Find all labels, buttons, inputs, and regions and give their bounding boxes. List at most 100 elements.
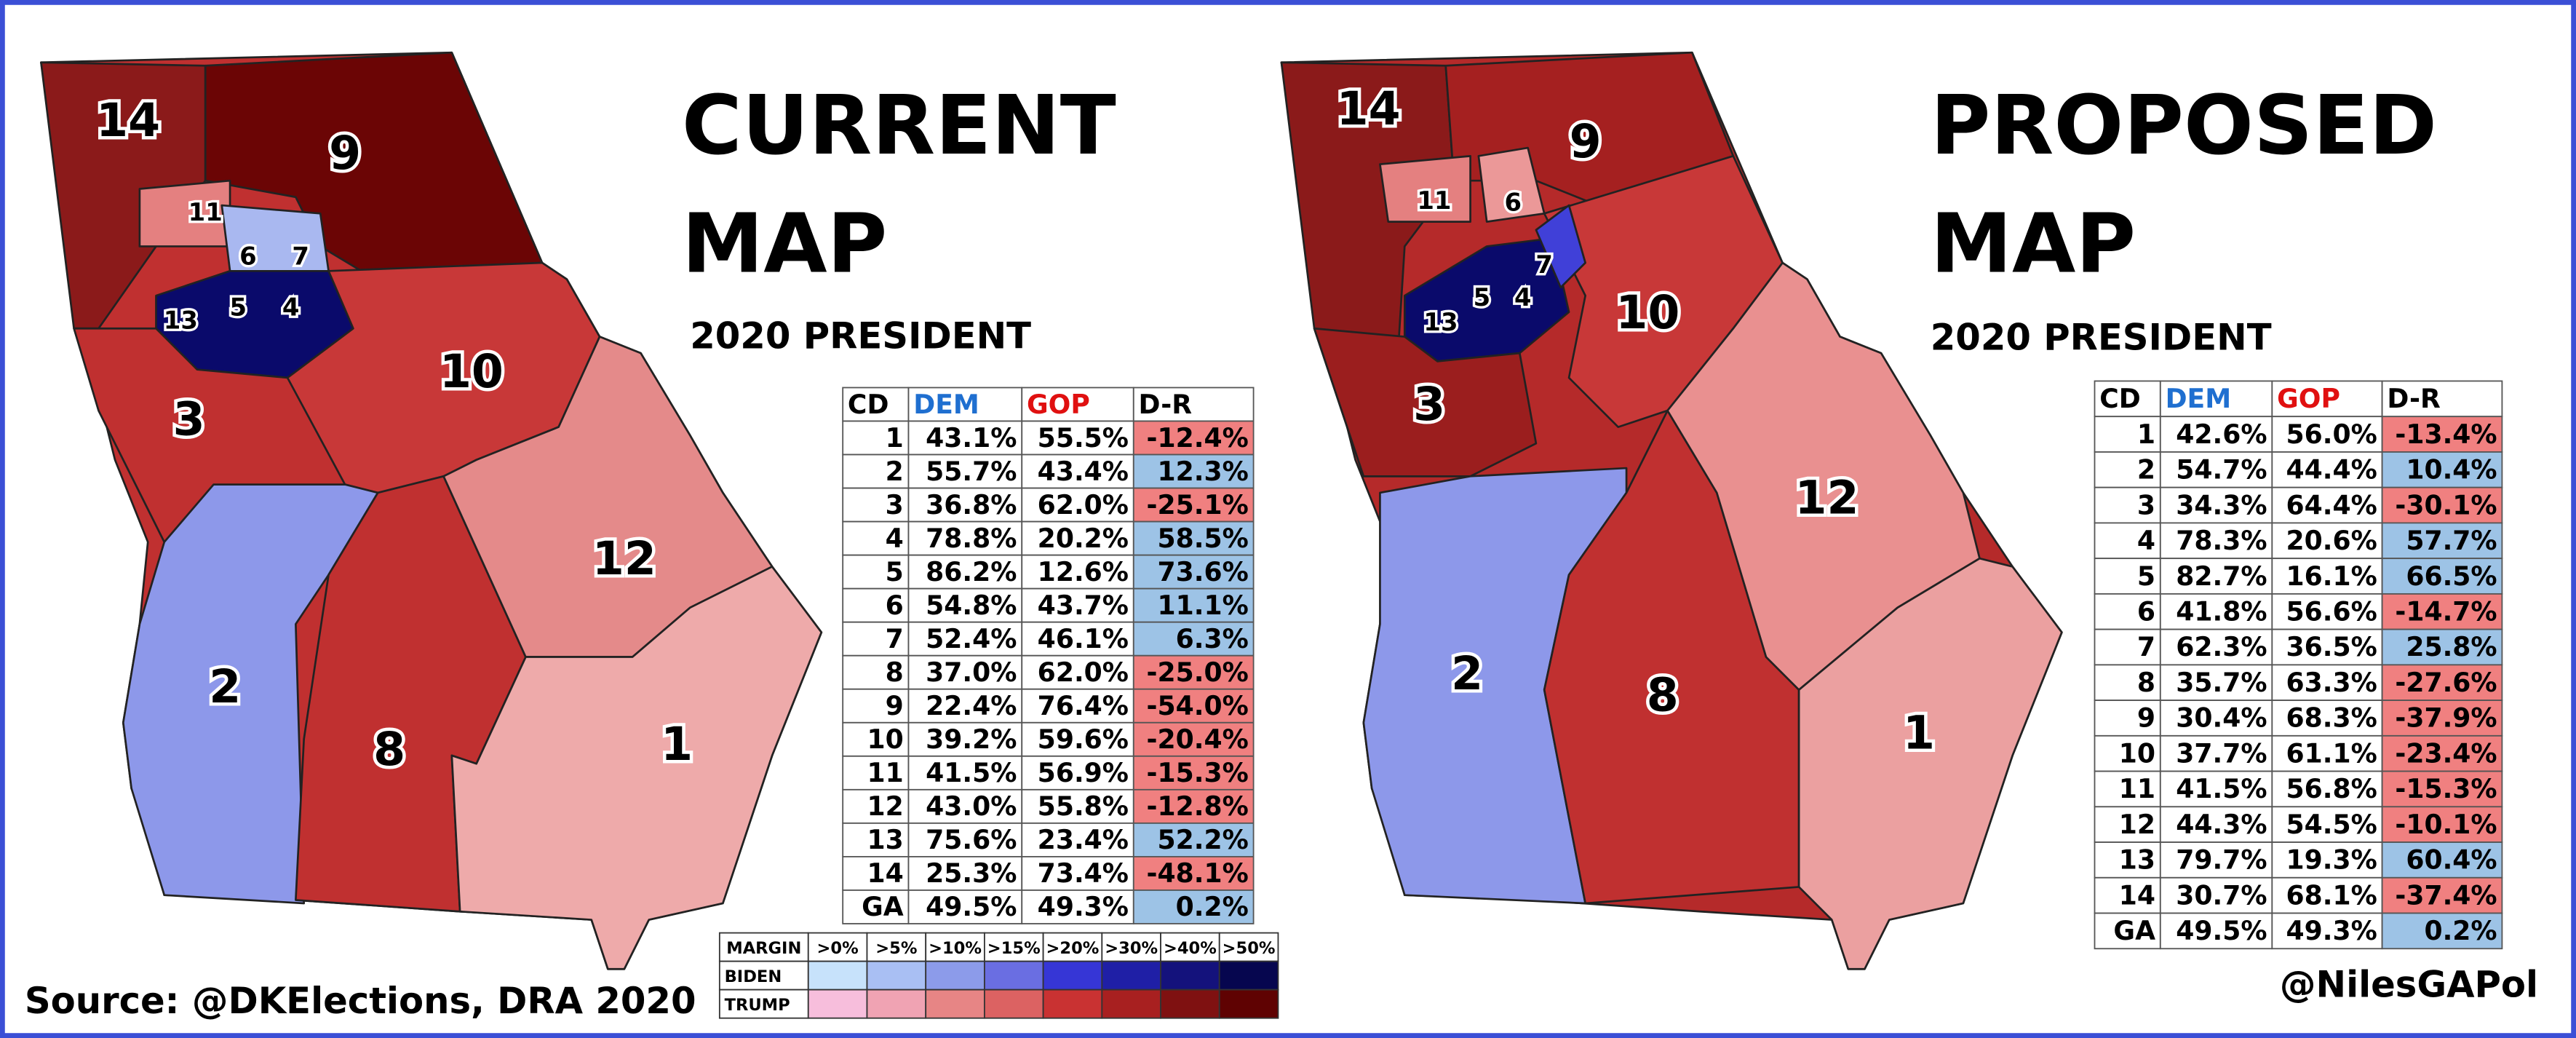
table-value: 49.5% [2176,915,2267,946]
table-value: GA [2113,915,2155,946]
table-cell [2159,380,2273,418]
legend-swatch [866,960,927,991]
table-value: 63.3% [2286,667,2377,698]
legend-header: >15% [987,939,1041,958]
legend-swatch [983,960,1044,991]
map-title: CURRENT [682,77,1116,173]
table-value: 54.7% [2176,454,2267,486]
table-value: 78.3% [2176,525,2267,556]
table-value: 82.7% [2176,560,2267,592]
table-cell [842,487,910,523]
legend-header: >20% [1046,939,1100,958]
legend-swatch [1042,960,1103,991]
table-cell [1132,654,1255,690]
table-value: 16.1% [2286,560,2377,592]
table-value: 55.7% [926,456,1017,487]
table-value: -12.8% [1147,791,1249,822]
table-cell [2094,876,2161,914]
legend-cell [807,932,868,962]
table-cell [907,855,1023,891]
legend-swatch [1218,989,1279,1019]
table-value: -23.4% [2395,737,2497,769]
table-cell [1132,721,1255,757]
table-value: 20.6% [2286,525,2377,556]
district [1535,204,1586,289]
table-cell [2094,558,2161,595]
table-value: 54.8% [926,590,1017,621]
legend-header: >50% [1223,939,1276,958]
table-cell [2381,522,2503,560]
table-value: 62.0% [1038,657,1129,688]
table-value: -30.1% [2395,489,2497,520]
table-value: 25.8% [2406,631,2497,662]
table-value: 43.7% [1038,590,1129,621]
table-cell [842,890,910,924]
legend-swatch [1160,960,1220,991]
table-value: -27.6% [2395,667,2497,698]
table-value: 11 [2119,773,2155,804]
table-cell [2159,522,2273,560]
table-value: 14 [2119,879,2155,911]
table-value: 76.4% [1038,690,1129,721]
table-cell [2094,770,2161,808]
table-cell [2094,664,2161,702]
table-value: 7 [2137,631,2155,662]
district-label: 1 [661,717,693,771]
district-label: 9 [1570,114,1602,168]
legend-header: >5% [875,939,917,958]
table-value: 12.3% [1157,456,1248,487]
table-cell [2094,912,2161,950]
district [1379,154,1471,223]
table-value: 86.2% [926,556,1017,587]
table-cell [2094,522,2161,560]
table-header: DEM [913,389,979,420]
district-label: 7 [292,242,309,271]
table-value: 22.4% [926,690,1017,721]
legend-swatch [1101,989,1161,1019]
table-cell [1021,755,1134,791]
table-cell [842,855,910,891]
table-cell [1132,453,1255,489]
table-value: GA [862,891,904,922]
table-value: 61.1% [2286,737,2377,769]
table-cell [2271,486,2383,524]
table-value: 9 [886,690,904,721]
table-value: 60.4% [2406,844,2497,876]
table-cell [1132,755,1255,791]
table-value: 0.2% [1176,891,1249,922]
table-cell [2381,628,2503,666]
table-cell [2159,416,2273,453]
legend-header: >40% [1164,939,1217,958]
table-value: 46.1% [1038,623,1129,654]
table-cell [2381,876,2503,914]
table-value: 57.7% [2406,525,2497,556]
table-value: 43.4% [1038,456,1129,487]
map-subtitle: 2020 PRESIDENT [690,314,1031,357]
table-value: 2 [2137,454,2155,486]
table-value: 37.7% [2176,737,2267,769]
table-value: 6 [2137,596,2155,627]
table-value: 49.3% [2286,915,2377,946]
table-cell [1132,688,1255,724]
table-cell [1021,621,1134,657]
table-header: GOP [2277,383,2340,414]
legend-swatch [1042,989,1103,1019]
table-cell [842,587,910,623]
table-value: -15.3% [1147,757,1249,788]
table-value: 41.8% [2176,596,2267,627]
table-value: 10 [867,724,903,755]
table-value: 25.3% [926,857,1017,889]
district-label: 10 [440,344,504,398]
table-value: -15.3% [2395,773,2497,804]
table-cell [2159,628,2273,666]
table-value: 5 [2137,560,2155,592]
table-cell [1021,587,1134,623]
district-label: 2 [1451,646,1483,700]
table-value: 36.8% [926,489,1017,520]
table-value: 13 [2119,844,2155,876]
table-cell [842,822,910,857]
table-value: 5 [886,556,904,587]
table-value: 19.3% [2286,844,2377,876]
table-cell [2381,770,2503,808]
table-value: 4 [886,523,904,554]
